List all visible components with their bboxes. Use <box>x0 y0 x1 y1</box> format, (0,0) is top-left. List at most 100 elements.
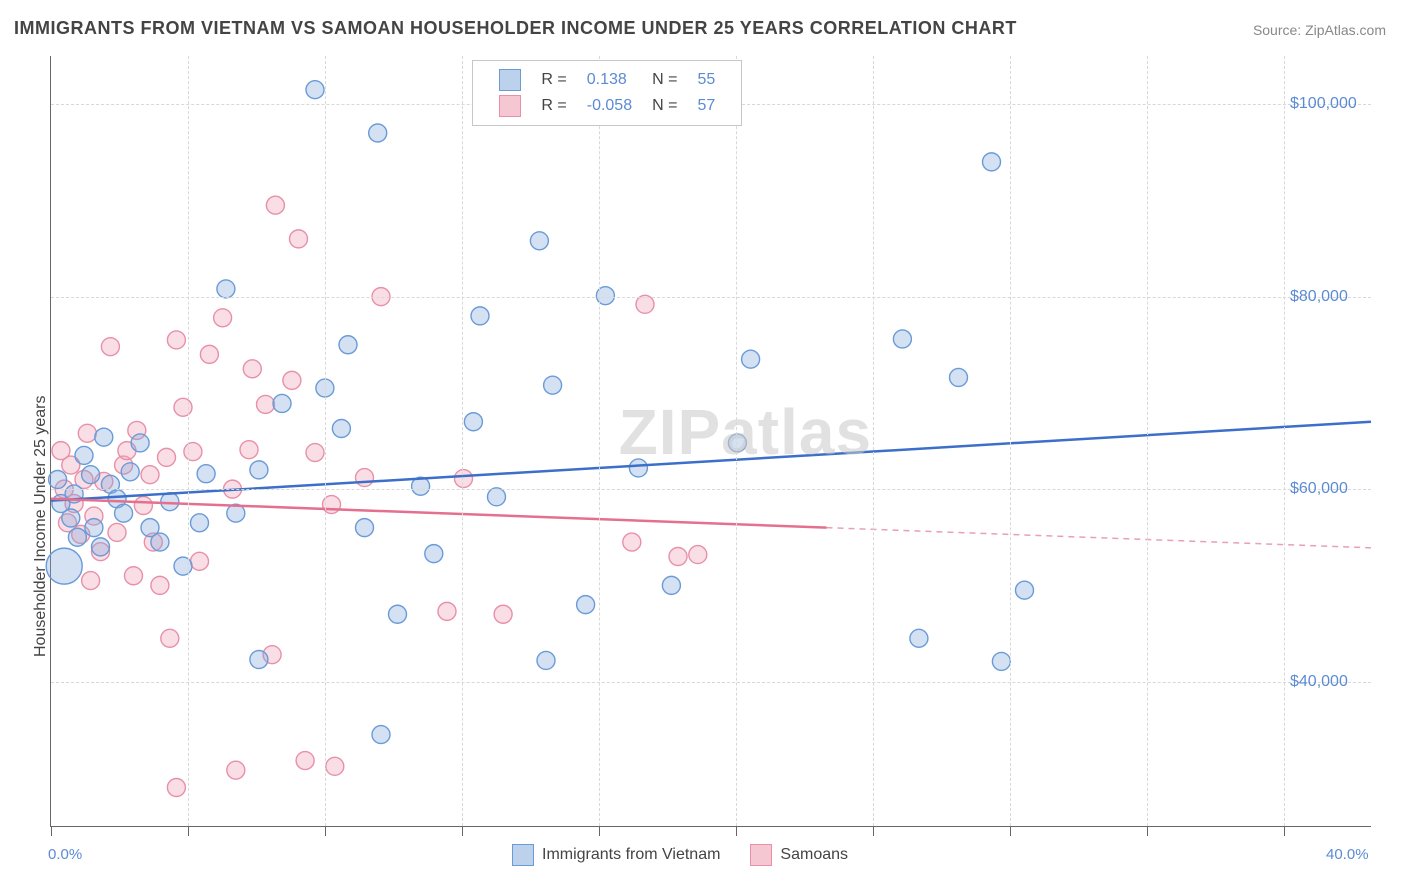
data-point <box>356 519 374 537</box>
chart-title: IMMIGRANTS FROM VIETNAM VS SAMOAN HOUSEH… <box>14 18 1017 39</box>
data-point <box>191 552 209 570</box>
grid-line-vertical <box>736 56 737 826</box>
grid-line-vertical <box>462 56 463 826</box>
data-point <box>438 602 456 620</box>
grid-line-vertical <box>1010 56 1011 826</box>
data-point <box>161 493 179 511</box>
x-axis-label-right: 40.0% <box>1326 846 1369 863</box>
data-point <box>326 757 344 775</box>
data-point <box>494 605 512 623</box>
data-point <box>82 572 100 590</box>
data-point <box>115 504 133 522</box>
data-point <box>151 576 169 594</box>
data-point <box>369 124 387 142</box>
plot-svg <box>51 56 1371 826</box>
legend-n-value: 55 <box>687 67 725 93</box>
legend-swatch <box>499 95 521 117</box>
x-tick <box>188 826 189 836</box>
data-point <box>577 596 595 614</box>
data-point <box>191 514 209 532</box>
x-tick <box>462 826 463 836</box>
legend-n-value: 57 <box>687 93 725 119</box>
data-point <box>266 196 284 214</box>
plot-area: ZIPatlas <box>50 56 1371 827</box>
legend-label: Samoans <box>780 846 848 864</box>
data-point <box>101 338 119 356</box>
legend-series: Immigrants from Vietnam Samoans <box>512 844 878 871</box>
data-point <box>1016 581 1034 599</box>
legend-item: Immigrants from Vietnam <box>512 844 720 866</box>
data-point <box>728 434 746 452</box>
y-axis-title: Householder Income Under 25 years <box>32 395 50 656</box>
legend-item: Samoans <box>750 844 848 866</box>
x-tick <box>736 826 737 836</box>
data-point <box>629 459 647 477</box>
data-point <box>306 81 324 99</box>
data-point <box>742 350 760 368</box>
grid-line-horizontal <box>51 297 1371 298</box>
data-point <box>669 548 687 566</box>
data-point <box>108 523 126 541</box>
y-tick-label: $80,000 <box>1290 288 1348 306</box>
data-point <box>283 371 301 389</box>
data-point <box>167 331 185 349</box>
data-point <box>537 651 555 669</box>
data-point <box>46 548 82 584</box>
data-point <box>125 567 143 585</box>
data-point <box>662 576 680 594</box>
legend-r-value: -0.058 <box>577 93 642 119</box>
data-point <box>636 295 654 313</box>
data-point <box>306 444 324 462</box>
x-axis-label-left: 0.0% <box>48 846 82 863</box>
data-point <box>68 528 86 546</box>
legend-swatch <box>750 844 772 866</box>
data-point <box>200 345 218 363</box>
data-point <box>49 471 67 489</box>
legend-swatch <box>512 844 534 866</box>
grid-line-vertical <box>1147 56 1148 826</box>
data-point <box>217 280 235 298</box>
data-point <box>92 538 110 556</box>
data-point <box>78 424 96 442</box>
legend-label: Immigrants from Vietnam <box>542 846 720 864</box>
data-point <box>161 629 179 647</box>
data-point <box>290 230 308 248</box>
data-point <box>296 752 314 770</box>
data-point <box>992 652 1010 670</box>
source-attribution: Source: ZipAtlas.com <box>1253 22 1386 38</box>
grid-line-vertical <box>325 56 326 826</box>
data-point <box>425 545 443 563</box>
data-point <box>250 650 268 668</box>
y-tick-label: $60,000 <box>1290 480 1348 498</box>
data-point <box>332 419 350 437</box>
x-tick <box>1010 826 1011 836</box>
data-point <box>167 779 185 797</box>
data-point <box>464 413 482 431</box>
data-point <box>623 533 641 551</box>
data-point <box>197 465 215 483</box>
legend-n-label: N = <box>642 67 687 93</box>
y-tick-label: $40,000 <box>1290 673 1348 691</box>
data-point <box>273 394 291 412</box>
data-point <box>75 446 93 464</box>
trend-line-pink <box>51 499 827 528</box>
data-point <box>184 443 202 461</box>
data-point <box>82 466 100 484</box>
legend-n-label: N = <box>642 93 687 119</box>
x-tick <box>599 826 600 836</box>
data-point <box>158 448 176 466</box>
data-point <box>983 153 1001 171</box>
data-point <box>151 533 169 551</box>
data-point <box>950 368 968 386</box>
data-point <box>356 469 374 487</box>
data-point <box>544 376 562 394</box>
legend-r-label: R = <box>531 67 576 93</box>
x-tick <box>1147 826 1148 836</box>
x-tick <box>873 826 874 836</box>
data-point <box>389 605 407 623</box>
data-point <box>214 309 232 327</box>
data-point <box>257 395 275 413</box>
grid-line-horizontal <box>51 682 1371 683</box>
x-tick <box>325 826 326 836</box>
data-point <box>121 463 139 481</box>
